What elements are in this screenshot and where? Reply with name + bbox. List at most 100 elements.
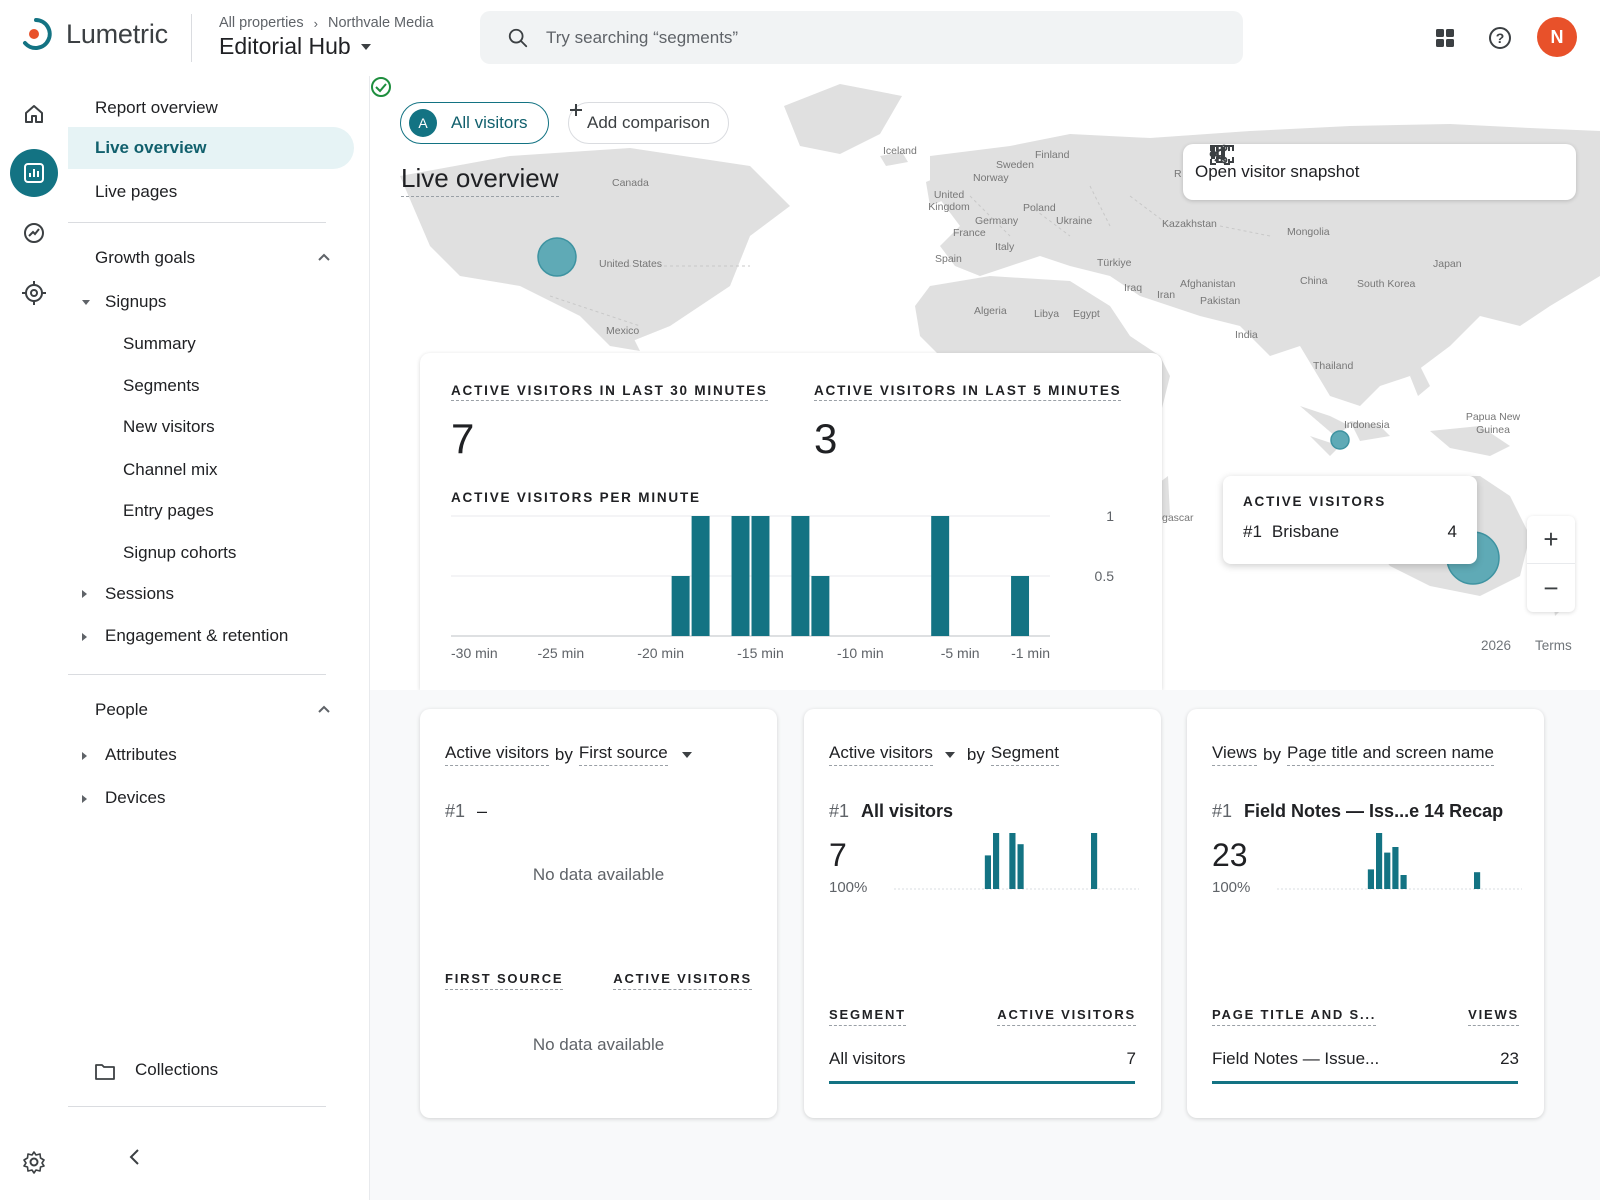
- bar: [731, 516, 750, 636]
- col-header-segment[interactable]: SEGMENT: [829, 1007, 906, 1026]
- app-logo[interactable]: Lumetric: [18, 16, 168, 52]
- caret-right-icon[interactable]: [82, 633, 87, 641]
- card-rank-name: Field Notes — Iss...e 14 Recap: [1244, 801, 1504, 821]
- explore-icon[interactable]: [10, 209, 58, 257]
- search-input[interactable]: [546, 27, 1196, 48]
- card-by: by: [554, 744, 573, 764]
- nav-channel-mix[interactable]: Channel mix: [123, 460, 218, 479]
- nav-live-pages[interactable]: Live pages: [95, 182, 178, 201]
- chevron-up-icon[interactable]: [317, 702, 331, 716]
- nav-collections[interactable]: Collections: [135, 1060, 219, 1079]
- card-by: by: [1263, 744, 1282, 764]
- segment-chip-all-visitors[interactable]: A All visitors: [400, 102, 549, 144]
- page-views-sparkline-chart[interactable]: [1277, 829, 1522, 899]
- user-avatar[interactable]: N: [1537, 17, 1577, 57]
- col-header-active-visitors[interactable]: ACTIVE VISITORS: [613, 971, 752, 990]
- visitor-bubble-indonesia: [1330, 430, 1350, 450]
- nav-report-overview[interactable]: Report overview: [95, 98, 218, 117]
- card-metric[interactable]: Views: [1212, 743, 1258, 766]
- col-header-views[interactable]: VIEWS: [1468, 1007, 1519, 1026]
- col-header-first-source[interactable]: FIRST SOURCE: [445, 971, 564, 990]
- y-tick-label: 1: [1106, 508, 1114, 524]
- caret-down-icon[interactable]: [82, 300, 90, 305]
- divider: [191, 14, 192, 62]
- card-dimension[interactable]: Segment: [990, 743, 1059, 766]
- card-rank-name: –: [477, 801, 488, 821]
- col-header-active-visitors[interactable]: ACTIVE VISITORS: [997, 1007, 1136, 1026]
- caret-right-icon[interactable]: [82, 590, 87, 598]
- table-row-bar: [829, 1081, 1135, 1084]
- map-label: R: [1174, 168, 1182, 180]
- home-icon[interactable]: [10, 90, 58, 138]
- nav-entry-pages[interactable]: Entry pages: [123, 501, 214, 520]
- per-minute-bar-chart[interactable]: 1 0.5 -30 min -25 min -20 min -15 min -10 min -…: [420, 503, 1162, 690]
- bar: [1011, 576, 1030, 636]
- breadcrumb-current[interactable]: Northvale Media: [327, 15, 434, 31]
- zoom-out-button[interactable]: −: [1543, 572, 1559, 603]
- nav-sessions[interactable]: Sessions: [105, 584, 174, 603]
- search-bar[interactable]: [480, 11, 1243, 64]
- segment-label: All visitors: [451, 113, 528, 132]
- nav-devices[interactable]: Devices: [105, 788, 166, 807]
- check-circle-icon[interactable]: [370, 76, 392, 98]
- nav-section-people[interactable]: People: [95, 700, 148, 719]
- caret-down-icon[interactable]: [681, 751, 692, 758]
- share-icon[interactable]: [1209, 144, 1229, 164]
- card-total: 7: [829, 837, 847, 873]
- side-nav: Report overview Live overview Live pages…: [68, 76, 370, 1200]
- map-terms-link[interactable]: Terms: [1535, 638, 1572, 653]
- tooltip-value: 4: [1447, 522, 1457, 541]
- last30-label[interactable]: ACTIVE VISITORS IN LAST 30 MINUTES: [451, 383, 768, 401]
- nav-live-overview[interactable]: Live overview: [68, 127, 354, 169]
- nav-divider: [68, 222, 326, 223]
- last5-label[interactable]: ACTIVE VISITORS IN LAST 5 MINUTES: [814, 383, 1122, 401]
- world-map[interactable]: Iceland Finland Sweden Norway United Kin…: [370, 76, 1600, 690]
- table-row-label[interactable]: All visitors: [829, 1049, 906, 1068]
- nav-section-growth-goals[interactable]: Growth goals: [95, 248, 196, 267]
- nav-engagement-retention[interactable]: Engagement & retention: [105, 626, 289, 645]
- bar: [931, 516, 950, 636]
- table-row-label[interactable]: Field Notes — Issue...: [1212, 1049, 1380, 1068]
- breadcrumb-parent[interactable]: All properties: [219, 15, 304, 31]
- caret-right-icon[interactable]: [82, 752, 87, 760]
- chevron-up-icon[interactable]: [317, 250, 331, 264]
- nav-segments[interactable]: Segments: [123, 376, 200, 395]
- card-dimension-selector[interactable]: First source: [578, 743, 668, 766]
- map-label: France: [953, 227, 986, 239]
- settings-icon[interactable]: [10, 1138, 58, 1186]
- sparkline-bar: [1376, 833, 1383, 889]
- map-label: Thailand: [1313, 360, 1354, 372]
- map-footer-year: 2026: [1481, 638, 1512, 653]
- nav-attributes[interactable]: Attributes: [105, 745, 177, 764]
- fullscreen-icon[interactable]: [1215, 144, 1235, 164]
- nav-summary[interactable]: Summary: [123, 334, 196, 353]
- compare-columns-icon[interactable]: [1209, 144, 1227, 162]
- help-icon[interactable]: ?: [1484, 22, 1516, 54]
- open-visitor-snapshot-button[interactable]: Open visitor snapshot: [1195, 162, 1360, 181]
- bar: [691, 516, 710, 636]
- folder-icon: [95, 1064, 115, 1080]
- collapse-nav-chevron-left-icon[interactable]: [128, 1148, 142, 1166]
- nav-signup-cohorts[interactable]: Signup cohorts: [123, 543, 237, 562]
- add-comparison-button[interactable]: Add comparison: [568, 102, 729, 144]
- zoom-in-button[interactable]: +: [1527, 516, 1575, 564]
- reports-icon[interactable]: [10, 149, 58, 197]
- nav-divider: [68, 674, 326, 675]
- svg-text:?: ?: [1496, 30, 1505, 46]
- sparkline-bar: [1392, 847, 1399, 889]
- caret-right-icon[interactable]: [82, 795, 87, 803]
- card-metric-selector[interactable]: Active visitors: [829, 743, 933, 766]
- segment-sparkline-chart[interactable]: [894, 829, 1139, 899]
- first-source-card: Active visitors by First source #1 – No …: [420, 709, 777, 1118]
- property-selector[interactable]: Editorial Hub: [219, 33, 371, 60]
- caret-down-icon[interactable]: [944, 751, 955, 758]
- nav-new-visitors[interactable]: New visitors: [123, 417, 215, 436]
- card-metric[interactable]: Active visitors: [445, 743, 549, 766]
- page-title: Live overview: [401, 163, 559, 197]
- col-header-page-title[interactable]: PAGE TITLE AND S...: [1212, 1007, 1377, 1026]
- nav-signups[interactable]: Signups: [105, 292, 167, 311]
- apps-grid-icon[interactable]: [1429, 22, 1461, 54]
- bar: [811, 576, 830, 636]
- advertising-target-icon[interactable]: [10, 269, 58, 317]
- card-dimension[interactable]: Page title and screen name: [1287, 743, 1494, 766]
